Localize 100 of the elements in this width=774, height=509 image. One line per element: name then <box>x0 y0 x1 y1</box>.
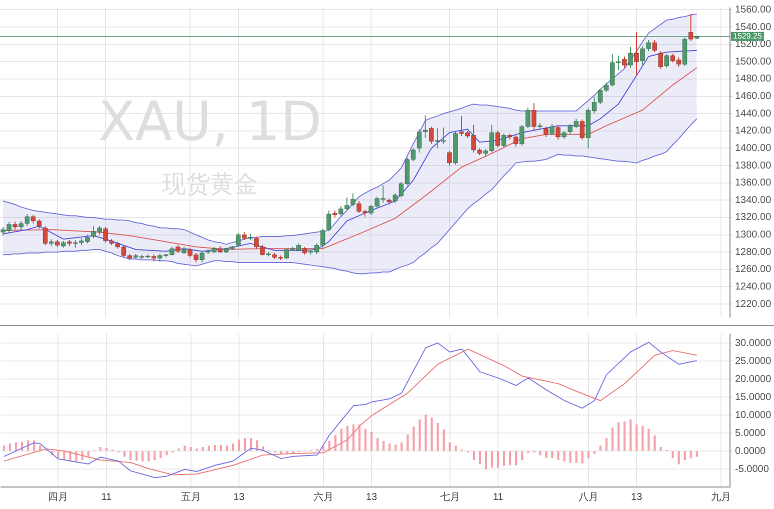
bar <box>148 451 150 462</box>
bar <box>388 443 391 451</box>
bar <box>611 428 614 451</box>
bar <box>478 451 482 464</box>
bar <box>672 451 674 458</box>
bar <box>509 451 512 466</box>
bar <box>226 446 228 451</box>
y-tick-label: 1540.00 <box>735 22 772 33</box>
y-tick-label: 1480.00 <box>735 74 772 85</box>
bar <box>654 436 656 451</box>
bar <box>636 424 638 451</box>
bar <box>569 451 572 463</box>
x-tick-label: 11 <box>492 492 504 503</box>
bar <box>370 432 373 451</box>
bar <box>105 448 108 451</box>
bar <box>496 451 500 468</box>
y-tick-label: 1240.00 <box>735 281 772 292</box>
y-tick-label: 1280.00 <box>735 246 772 258</box>
bar <box>581 451 584 464</box>
bar <box>587 451 590 458</box>
bar <box>129 451 132 460</box>
y-tick-label: 1220.00 <box>735 298 772 310</box>
bar <box>630 419 632 451</box>
y-tick-label: 1400.00 <box>735 142 772 154</box>
bar <box>382 440 385 451</box>
bar <box>472 451 476 460</box>
bar <box>166 451 168 456</box>
y-tick-label: 25.0000 <box>735 356 772 367</box>
x-tick-label: 八月 <box>578 492 598 503</box>
bar <box>617 422 620 451</box>
bar <box>605 438 608 451</box>
bar <box>99 447 102 451</box>
bar <box>454 446 457 451</box>
ref-line-label: 1529.25 <box>733 32 762 41</box>
bar <box>545 451 548 458</box>
bar <box>87 451 90 457</box>
y-tick-label: 1440.00 <box>735 108 772 120</box>
bar <box>238 440 240 451</box>
bar <box>340 428 342 451</box>
y-tick-label: 1380.00 <box>735 160 772 172</box>
bar <box>490 451 494 468</box>
x-tick-label: 五月 <box>180 492 201 503</box>
bar <box>539 451 542 456</box>
bar <box>154 451 156 460</box>
bar <box>190 447 192 451</box>
bar <box>412 426 415 451</box>
x-tick-label: 九月 <box>710 490 731 503</box>
y-tick-label: 1420.00 <box>735 126 772 137</box>
bar <box>551 451 554 458</box>
x-tick-label: 七月 <box>440 490 460 503</box>
bar <box>2 446 6 451</box>
y-tick-label: 5.0000 <box>735 428 766 439</box>
y-tick-label: 20.0000 <box>735 374 772 385</box>
bar <box>220 444 222 451</box>
bar <box>208 446 210 451</box>
bar <box>135 451 138 461</box>
x-tick-label: 13 <box>631 492 643 503</box>
bar <box>214 444 216 451</box>
bar <box>141 451 144 462</box>
bar <box>642 426 644 451</box>
bar <box>593 451 596 454</box>
bar <box>8 443 12 451</box>
bar <box>623 422 626 451</box>
bar <box>678 451 680 464</box>
bar <box>418 419 421 451</box>
y-tick-label: 1500.00 <box>735 56 772 68</box>
bar <box>521 451 524 460</box>
bar <box>442 429 445 451</box>
bar <box>160 451 162 458</box>
y-tick-label: -5.0000 <box>735 464 770 475</box>
x-tick-label: 四月 <box>48 492 68 503</box>
bar <box>394 444 397 451</box>
y-tick-label: 1260.00 <box>735 264 772 276</box>
bar <box>448 442 451 451</box>
y-tick-label: 1340.00 <box>735 194 772 206</box>
bar <box>599 446 602 451</box>
bar <box>557 451 560 460</box>
bar <box>660 447 662 451</box>
bar <box>648 428 650 451</box>
y-tick-label: 0.0000 <box>735 446 766 457</box>
bar <box>502 451 506 466</box>
y-tick-label: 1320.00 <box>735 212 772 224</box>
bar <box>430 418 433 451</box>
y-tick-label: 1360.00 <box>735 178 772 189</box>
bar <box>690 451 692 458</box>
y-tick-label: 1460.00 <box>735 91 772 102</box>
y-tick-label: 1560.00 <box>735 4 772 16</box>
bar <box>575 451 578 463</box>
bar <box>515 451 518 466</box>
bar <box>563 451 566 462</box>
bar <box>244 438 246 451</box>
bar <box>400 442 403 451</box>
y-tick-label: 30.0000 <box>735 338 772 349</box>
y-tick-label: 15.0000 <box>735 392 772 403</box>
bar <box>684 451 686 460</box>
bar <box>364 428 367 451</box>
bar <box>406 434 409 451</box>
bar <box>696 451 698 457</box>
x-tick-label: 六月 <box>313 490 334 503</box>
x-tick-label: 13 <box>366 492 378 503</box>
